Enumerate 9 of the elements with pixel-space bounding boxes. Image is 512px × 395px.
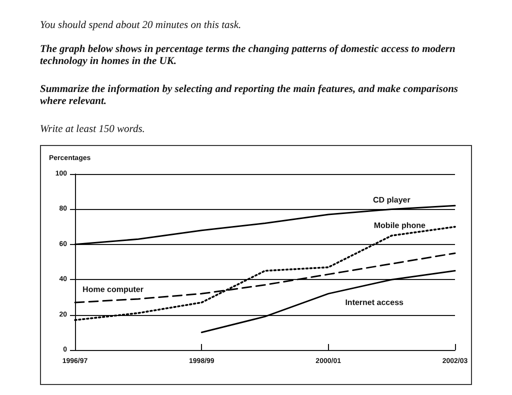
series-label: Mobile phone xyxy=(374,221,426,230)
chart-title: The graph below shows in percentage terms the changing patterns of domestic access to modern technology in homes in the UK. xyxy=(40,44,456,68)
text: Write at least 150 words. xyxy=(40,124,146,136)
line-series xyxy=(200,270,456,334)
series-label: CD player xyxy=(372,196,410,205)
series-label: Internet access xyxy=(345,298,404,308)
text: Summarize the information by selecting and reporting the main features, and make comparisons where relevant. xyxy=(40,84,460,108)
series-label: Home computer xyxy=(82,284,144,294)
text: You should spend about 20 minutes on this task. xyxy=(40,20,242,32)
